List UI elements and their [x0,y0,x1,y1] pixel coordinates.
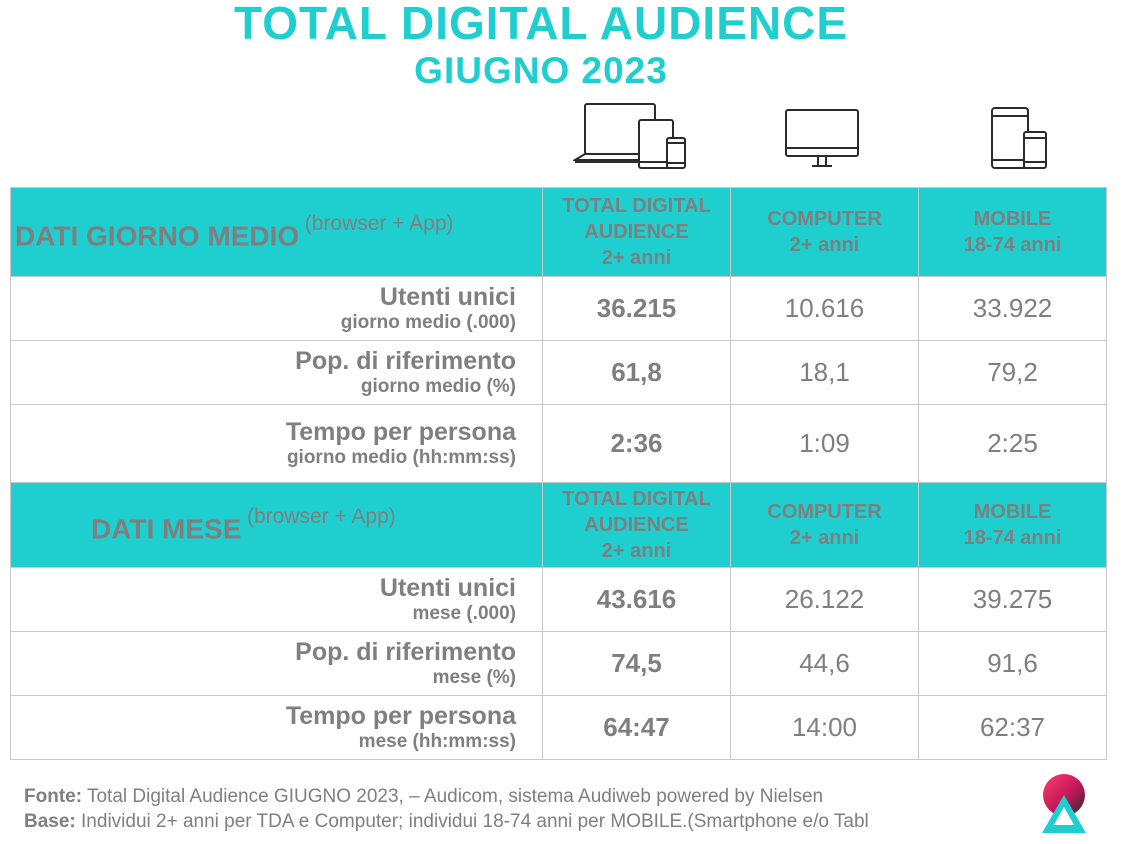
footer-base-label: Base: [24,811,76,832]
row-label: Tempo per persona giorno medio (hh:mm:ss… [10,404,543,483]
table-row: Tempo per persona mese (hh:mm:ss) 64:47 … [10,695,1107,760]
value-tda: 2:36 [542,404,731,483]
value-computer: 10.616 [730,276,919,341]
section-title-cell: DATI GIORNO MEDIO (browser + App) [10,187,543,277]
value-mobile: 79,2 [918,340,1107,405]
column-header-mobile: MOBILE 18-74 anni [918,482,1107,568]
table-row: Tempo per persona giorno medio (hh:mm:ss… [10,404,1107,483]
value-tda: 61,8 [542,340,731,405]
section-title: DATI GIORNO MEDIO [15,220,300,252]
column-header-computer: COMPUTER 2+ anni [730,187,919,277]
row-label: Utenti unici giorno medio (.000) [10,276,543,341]
table-row: Pop. di riferimento mese (%) 74,5 44,6 9… [10,631,1107,696]
column-header-tda: TOTAL DIGITAL AUDIENCE 2+ anni [542,187,731,277]
audience-table: DATI GIORNO MEDIO (browser + App) TOTAL … [10,187,1107,760]
section-title-cell: DATI MESE (browser + App) [10,482,543,568]
footer-source: Fonte: Total Digital Audience GIUGNO 202… [24,785,823,809]
footer-source-label: Fonte: [24,786,83,807]
value-computer: 1:09 [730,404,919,483]
value-computer: 14:00 [730,695,919,760]
footer-source-text: Total Digital Audience GIUGNO 2023, – Au… [86,786,824,807]
brand-logo-icon [1042,774,1086,833]
value-mobile: 62:37 [918,695,1107,760]
section-title: DATI MESE [91,513,242,545]
page-subtitle: GIUGNO 2023 [414,50,668,91]
column-header-computer: COMPUTER 2+ anni [730,482,919,568]
value-computer: 44,6 [730,631,919,696]
section-note: (browser + App) [304,211,454,235]
value-computer: 26.122 [730,567,919,632]
section-note: (browser + App) [246,504,396,528]
page-title: TOTAL DIGITAL AUDIENCE [233,0,849,49]
table-row: Pop. di riferimento giorno medio (%) 61,… [10,340,1107,405]
section-header-row: DATI GIORNO MEDIO (browser + App) TOTAL … [10,187,1107,277]
footer-base: Base: Individui 2+ anni per TDA e Comput… [24,810,869,834]
value-mobile: 91,6 [918,631,1107,696]
computer-monitor-icon [785,109,859,167]
row-label: Pop. di riferimento giorno medio (%) [10,340,543,405]
value-mobile: 2:25 [918,404,1107,483]
section-header-row: DATI MESE (browser + App) TOTAL DIGITAL … [10,482,1107,568]
footer-base-text: Individui 2+ anni per TDA e Computer; in… [81,811,869,832]
value-tda: 74,5 [542,631,731,696]
row-label: Pop. di riferimento mese (%) [10,631,543,696]
mobile-devices-icon [991,107,1047,169]
column-header-tda: TOTAL DIGITAL AUDIENCE 2+ anni [542,482,731,568]
value-tda: 36.215 [542,276,731,341]
value-mobile: 33.922 [918,276,1107,341]
devices-icon [573,103,686,169]
column-header-mobile: MOBILE 18-74 anni [918,187,1107,277]
table-row: Utenti unici mese (.000) 43.616 26.122 3… [10,567,1107,632]
row-label: Tempo per persona mese (hh:mm:ss) [10,695,543,760]
value-tda: 64:47 [542,695,731,760]
table-row: Utenti unici giorno medio (.000) 36.215 … [10,276,1107,341]
value-mobile: 39.275 [918,567,1107,632]
value-tda: 43.616 [542,567,731,632]
value-computer: 18,1 [730,340,919,405]
row-label: Utenti unici mese (.000) [10,567,543,632]
